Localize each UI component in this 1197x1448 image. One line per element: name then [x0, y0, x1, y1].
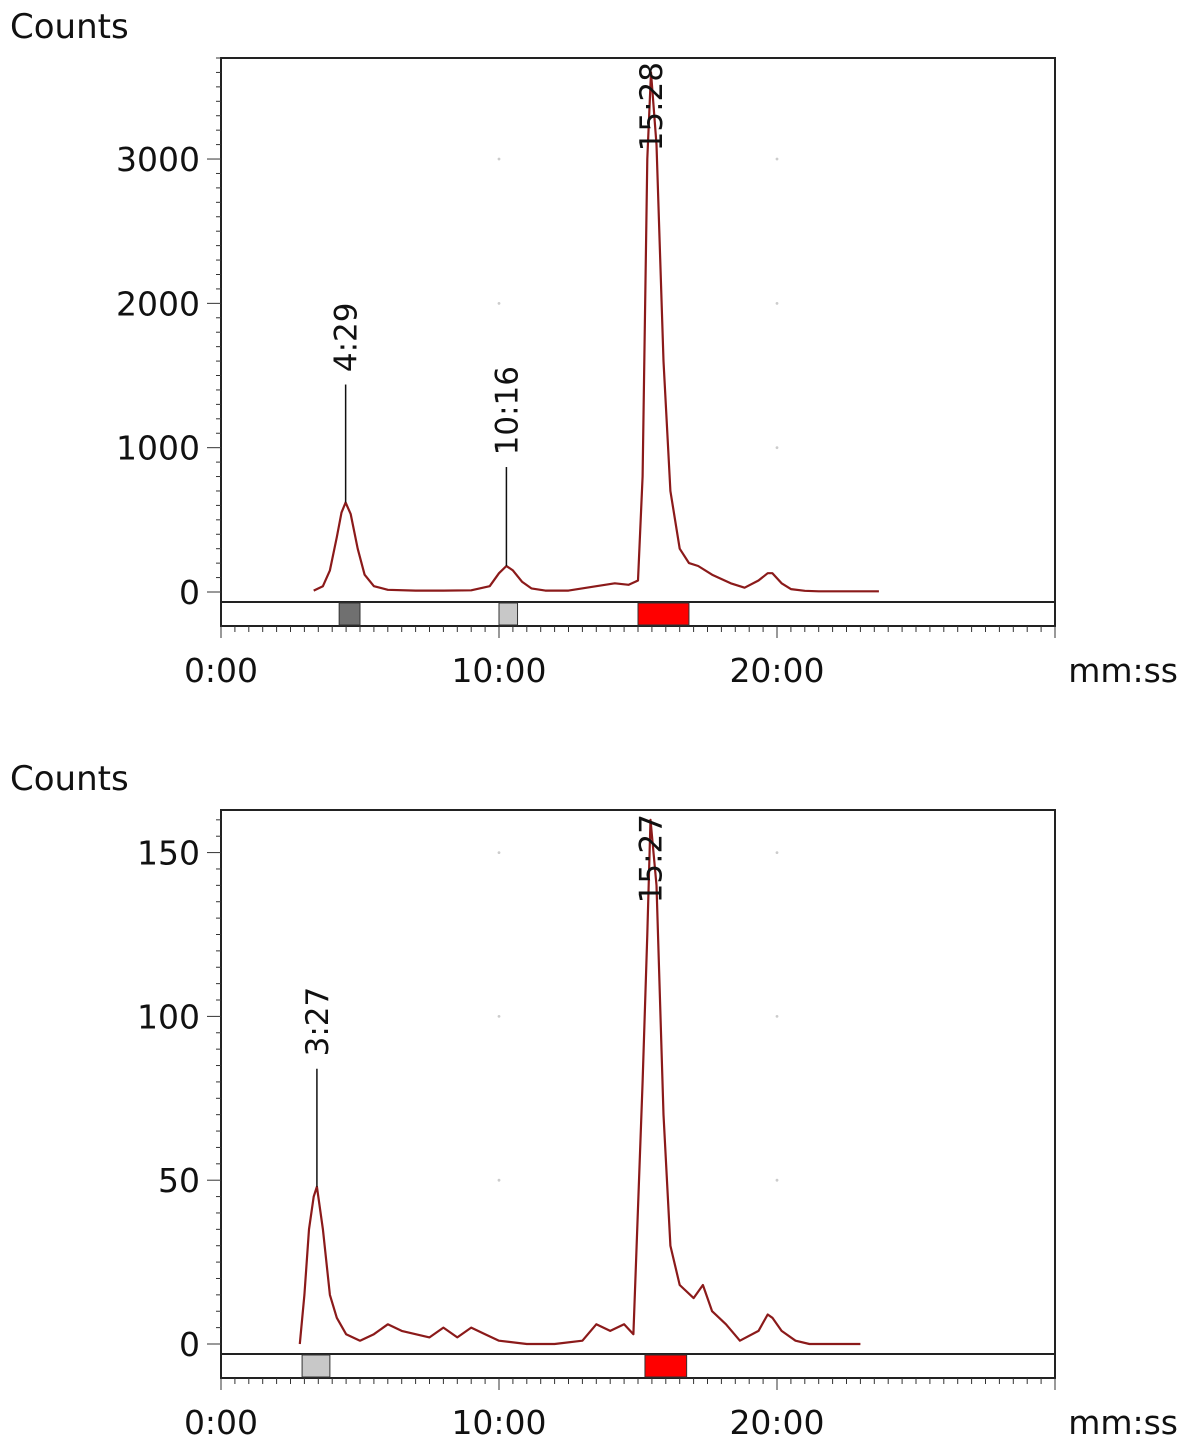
- top-peak-label: 15:28: [634, 62, 670, 151]
- top-x-tick-label: 20:00: [729, 651, 824, 690]
- top-series-line: [313, 71, 879, 593]
- bottom-y-axis-label: Counts: [10, 759, 129, 799]
- top-grid-dot: [775, 446, 779, 450]
- top-y-axis-label: Counts: [10, 7, 129, 47]
- bottom-x-tick-label: 20:00: [729, 1403, 824, 1442]
- top-grid-dot: [775, 157, 779, 161]
- bottom-range-marker: [644, 1354, 688, 1378]
- chart-bottom-svg: 0 50 100 150 0:00 10:00 20:00 mm:ss Counts 3:27 15…: [10, 759, 1178, 1442]
- top-grid-dot: [497, 157, 501, 161]
- bottom-grid-dot: [497, 1178, 501, 1182]
- top-x-tick-label: 0:00: [184, 651, 258, 690]
- bottom-y-tick-label: 50: [158, 1161, 200, 1200]
- bottom-range-marker: [301, 1354, 331, 1378]
- top-peak-label: 10:16: [489, 366, 525, 455]
- bottom-grid-dot: [775, 1178, 779, 1182]
- bottom-grid-dot: [775, 1014, 779, 1018]
- top-peak-label: 4:29: [329, 303, 365, 373]
- top-x-tick-label: 10:00: [451, 651, 546, 690]
- chromatogram-bottom: 0 50 100 150 0:00 10:00 20:00 mm:ss Counts 3:27 15…: [0, 724, 1197, 1448]
- bottom-grid-dot: [497, 851, 501, 854]
- bottom-x-tick-label: 0:00: [184, 1403, 258, 1442]
- bottom-x-axis-label: mm:ss: [1068, 1403, 1178, 1442]
- bottom-grid-dot: [497, 1014, 501, 1018]
- bottom-y-tick-label: 0: [179, 1325, 200, 1364]
- top-y-tick-label: 1000: [116, 429, 200, 468]
- bottom-peak-label: 15:27: [634, 814, 670, 903]
- bottom-grid-dot: [775, 851, 779, 854]
- top-grid-dot: [497, 301, 501, 305]
- top-grid-dot: [497, 446, 501, 450]
- top-x-axis-label: mm:ss: [1068, 651, 1178, 690]
- top-y-tick-label: 2000: [116, 284, 200, 323]
- chromatogram-top: 0 1000 2000 3000 0:00 10:00 20:00 mm:ss Counts 4:…: [10, 7, 1178, 690]
- bottom-peak-label: 3:27: [300, 987, 336, 1057]
- top-y-tick-label: 0: [179, 573, 200, 612]
- top-y-tick-label: 3000: [116, 140, 200, 179]
- top-range-marker: [338, 602, 361, 626]
- top-grid-dot: [775, 301, 779, 305]
- bottom-y-tick-label: 100: [137, 997, 200, 1036]
- chart-top-svg: 0 1000 2000 3000 0:00 10:00 20:00 mm:ss Counts 4:…: [10, 7, 1178, 690]
- bottom-x-tick-label: 10:00: [451, 1403, 546, 1442]
- bottom-series-line: [298, 818, 861, 1346]
- bottom-y-tick-label: 150: [137, 834, 200, 873]
- top-range-marker: [637, 602, 690, 626]
- top-range-marker: [498, 602, 519, 626]
